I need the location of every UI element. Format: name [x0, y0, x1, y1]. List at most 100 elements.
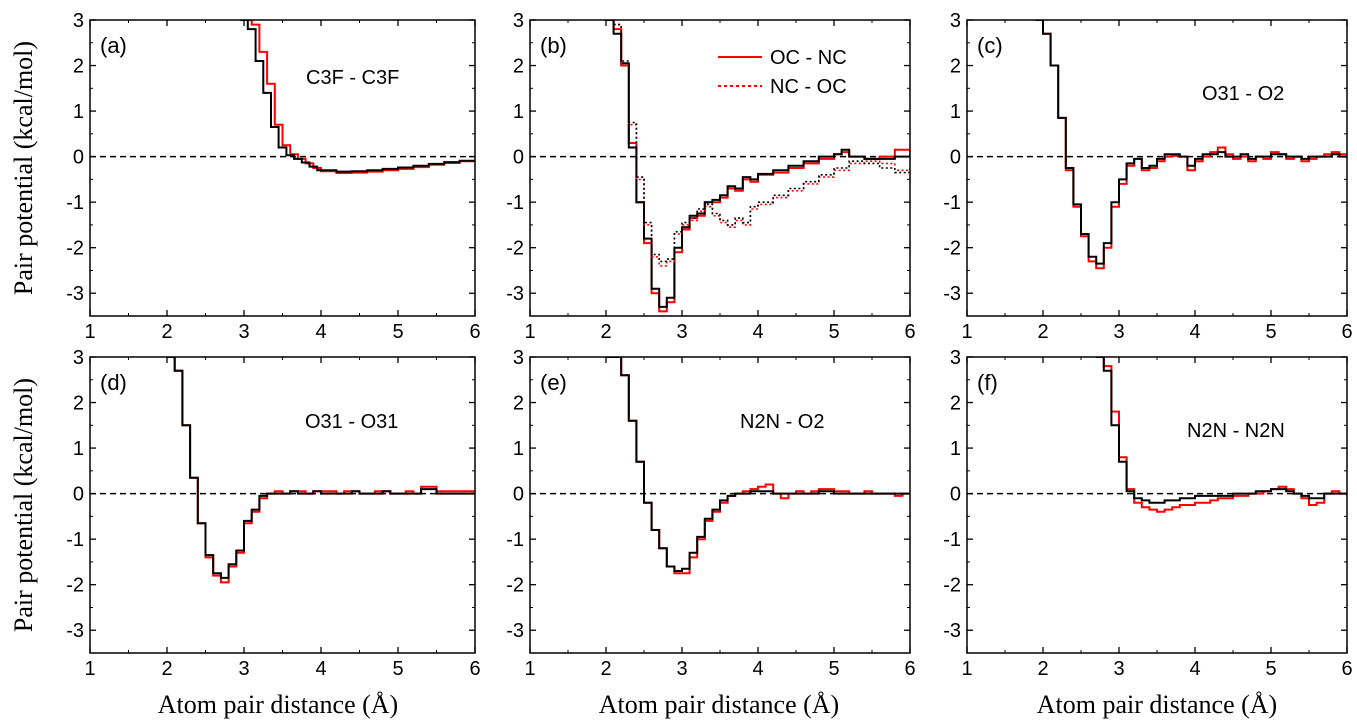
y-tick-label: 0 [950, 484, 961, 506]
y-tick-label: 2 [73, 56, 84, 78]
y-tick-label: -1 [943, 529, 961, 551]
legend-dotted-label: NC - OC [770, 76, 847, 98]
y-tick-label: 3 [950, 347, 961, 369]
x-tick-label: 3 [1113, 658, 1124, 680]
legend: OC - NC NC - OC [718, 47, 847, 98]
pair-label: N2N - N2N [1187, 420, 1285, 442]
y-tick-label: 0 [513, 147, 524, 169]
x-axis-title-middle: Atom pair distance (Å) [599, 690, 839, 719]
pair-label: O31 - O31 [305, 411, 398, 433]
panel-frame [966, 356, 1348, 654]
panel-letter: (d) [100, 370, 127, 395]
x-tick-label: 2 [600, 321, 611, 343]
legend-solid-label: OC - NC [770, 47, 847, 69]
y-tick-label: -3 [506, 620, 524, 642]
y-tick-label: -2 [943, 238, 961, 260]
x-tick-label: 6 [904, 658, 915, 680]
x-tick-label: 1 [961, 658, 972, 680]
y-axis-title-bottom: Pair potential (kcal/mol) [9, 378, 38, 632]
y-tick-label: -2 [943, 575, 961, 597]
y-tick-label: 1 [513, 101, 524, 123]
x-tick-label: 5 [1265, 321, 1276, 343]
x-tick-label: 3 [238, 321, 249, 343]
x-tick-label: 1 [524, 321, 535, 343]
x-tick-label: 1 [84, 321, 95, 343]
x-tick-label: 2 [1037, 658, 1048, 680]
x-tick-label: 6 [469, 321, 480, 343]
x-tick-label: 3 [1113, 321, 1124, 343]
y-tick-label: -2 [66, 238, 84, 260]
y-tick-label: 2 [73, 393, 84, 415]
y-tick-label: 0 [950, 147, 961, 169]
series-line-red-solid [244, 20, 475, 174]
x-tick-label: 1 [961, 321, 972, 343]
x-tick-label: 3 [238, 658, 249, 680]
y-tick-label: -3 [943, 283, 961, 305]
x-tick-label: 1 [524, 658, 535, 680]
x-tick-label: 4 [1189, 658, 1200, 680]
panel-4: 1 2 3 4 5 6 -3 -2 -1 0 1 2 3 (d) O31 - O31 [66, 347, 480, 680]
x-axis-title-left: Atom pair distance (Å) [158, 690, 398, 719]
y-tick-label: 1 [950, 438, 961, 460]
x-tick-label: 6 [1341, 658, 1352, 680]
panel-5: 1 2 3 4 5 6 -3 -2 -1 0 1 2 3 (e) N2N - O2 [506, 347, 915, 680]
y-tick-label: 0 [513, 484, 524, 506]
y-tick-label: 3 [513, 347, 524, 369]
y-tick-label: -1 [506, 529, 524, 551]
panel-letter: (a) [100, 33, 127, 58]
y-tick-label: 2 [513, 393, 524, 415]
y-tick-label: -3 [943, 620, 961, 642]
y-tick-label: 3 [513, 10, 524, 32]
pair-label: N2N - O2 [740, 411, 824, 433]
y-tick-label: -3 [66, 283, 84, 305]
y-tick-label: 2 [513, 56, 524, 78]
x-tick-label: 4 [1189, 321, 1200, 343]
y-tick-label: -3 [506, 283, 524, 305]
y-tick-label: 0 [73, 147, 84, 169]
x-tick-label: 6 [1341, 321, 1352, 343]
x-tick-label: 4 [752, 321, 763, 343]
panel-6: 1 2 3 4 5 6 -3 -2 -1 0 1 2 3 (f) N2N - N2N [943, 347, 1352, 680]
panel-3: 1 2 3 4 5 6 -3 -2 -1 0 1 2 3 (c) O31 - O2 [943, 10, 1352, 343]
series-line-black-solid [167, 357, 475, 579]
pair-label: C3F - C3F [306, 67, 399, 89]
y-tick-label: 1 [73, 101, 84, 123]
y-tick-label: 3 [950, 10, 961, 32]
x-tick-label: 2 [161, 321, 172, 343]
y-tick-label: 1 [73, 438, 84, 460]
series-line-red-solid [167, 357, 475, 584]
x-tick-label: 6 [469, 658, 480, 680]
y-tick-label: 3 [73, 10, 84, 32]
x-tick-label: 5 [392, 658, 403, 680]
y-tick-label: 2 [950, 56, 961, 78]
y-tick-label: 2 [950, 393, 961, 415]
series-line-red-solid [1035, 20, 1347, 270]
y-tick-label: -2 [506, 238, 524, 260]
y-tick-label: -2 [506, 575, 524, 597]
x-tick-label: 6 [904, 321, 915, 343]
x-tick-label: 4 [315, 321, 326, 343]
pair-label: O31 - O2 [1202, 83, 1284, 105]
y-tick-label: 1 [950, 101, 961, 123]
panel-letter: (e) [540, 370, 567, 395]
series-line-red-solid [1096, 357, 1347, 513]
y-tick-label: -1 [506, 192, 524, 214]
panel-letter: (b) [540, 33, 567, 58]
x-tick-label: 5 [1265, 658, 1276, 680]
panel-frame [89, 356, 476, 654]
x-tick-label: 3 [676, 321, 687, 343]
y-tick-label: -1 [943, 192, 961, 214]
panel-letter: (f) [977, 370, 998, 395]
panel-2: 1 2 3 4 5 6 -3 -2 -1 0 1 2 3 (b) [506, 10, 915, 343]
x-tick-label: 4 [315, 658, 326, 680]
series-line-black-solid [1035, 20, 1347, 265]
series-line-red-dotted [613, 23, 910, 267]
x-tick-label: 3 [676, 658, 687, 680]
y-tick-label: -1 [66, 529, 84, 551]
y-tick-label: 3 [73, 347, 84, 369]
series-line-red-solid [606, 357, 910, 575]
series-line-black-solid [1096, 357, 1347, 504]
panel-1: 1 2 3 4 5 6 -3 -2 -1 0 1 2 3 (a) C3F - C3F [66, 10, 480, 343]
series-line-black-dotted [613, 23, 910, 263]
